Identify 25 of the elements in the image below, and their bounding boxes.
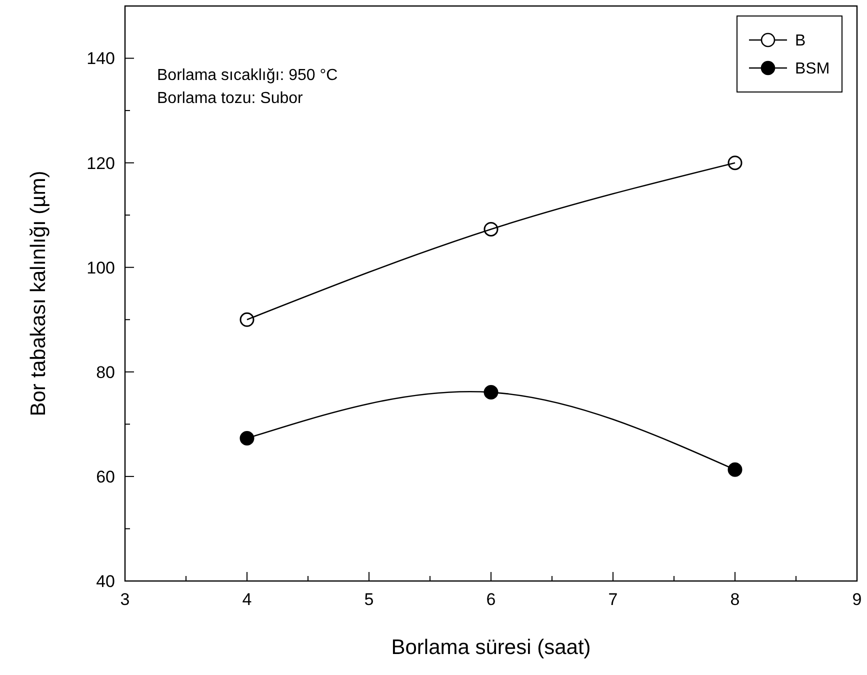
x-tick-label: 9 (852, 590, 862, 609)
y-tick-label: 100 (86, 258, 115, 278)
point (484, 385, 498, 400)
y-tick-label: 120 (86, 154, 115, 173)
point (728, 462, 742, 477)
y-axis-title: Bor tabakası kalınlığı (µm) (27, 170, 50, 416)
x-tick-label: 7 (608, 590, 618, 609)
y-tick-label: 80 (96, 362, 115, 382)
annotation: Borlama tozu: Subor (157, 90, 304, 107)
point (484, 222, 498, 236)
point (240, 431, 254, 446)
legend-label: B (795, 32, 806, 50)
x-tick-label: 8 (730, 590, 740, 609)
y-tick-label: 40 (96, 572, 115, 591)
x-axis-title: Borlama süresi (saat) (391, 636, 591, 659)
point (728, 156, 742, 170)
x-tick-label: 3 (120, 590, 130, 609)
x-tick-label: 4 (242, 590, 252, 609)
point (240, 312, 254, 327)
x-tick-label: 6 (486, 590, 496, 609)
legend-label: BSM (795, 60, 830, 78)
x-tick-label: 5 (364, 590, 374, 609)
y-tick-label: 140 (86, 49, 115, 68)
y-tick-label: 60 (96, 467, 115, 486)
annotation: Borlama sıcaklığı: 950 °C (157, 67, 338, 84)
